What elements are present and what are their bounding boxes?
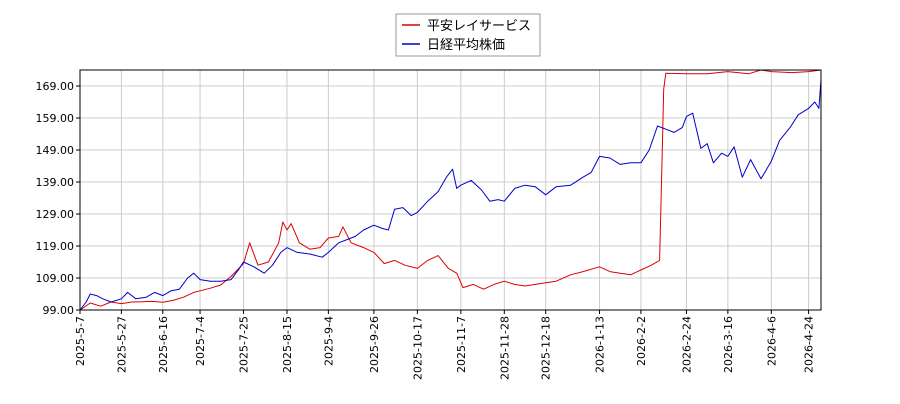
x-tick-label: 2025-6-16 bbox=[157, 316, 170, 373]
legend: 平安レイサービス 日経平均株価 bbox=[395, 13, 541, 57]
x-tick-label: 2026-2-2 bbox=[635, 316, 648, 366]
x-tick-label: 2025-11-7 bbox=[455, 316, 468, 373]
x-tick-label: 2025-7-4 bbox=[194, 316, 207, 366]
x-tick-label: 2025-9-4 bbox=[322, 316, 335, 366]
x-tick-label: 2025-10-17 bbox=[411, 316, 424, 380]
y-tick-label: 139.00 bbox=[36, 176, 75, 189]
x-tick-label: 2025-12-18 bbox=[540, 316, 553, 380]
series-line-0 bbox=[79, 69, 822, 311]
legend-label-series-0: 平安レイサービス bbox=[427, 19, 531, 34]
legend-label-series-1: 日経平均株価 bbox=[427, 38, 505, 53]
x-tick-label: 2025-5-7 bbox=[74, 316, 87, 366]
y-tick-label: 169.00 bbox=[36, 80, 75, 93]
x-tick-label: 2026-3-16 bbox=[722, 316, 735, 373]
series-layer bbox=[79, 69, 822, 311]
y-tick-label: 149.00 bbox=[36, 144, 75, 157]
x-tick-label: 2025-5-27 bbox=[115, 316, 128, 373]
plot-frame bbox=[79, 69, 822, 311]
y-tick-label: 99.00 bbox=[43, 304, 75, 317]
y-tick-label: 129.00 bbox=[36, 208, 75, 221]
y-tick-label: 119.00 bbox=[36, 240, 75, 253]
y-tick-label: 109.00 bbox=[36, 272, 75, 285]
series-line-1 bbox=[79, 79, 822, 311]
x-tick-label: 2026-4-24 bbox=[803, 316, 816, 373]
legend-box bbox=[395, 13, 541, 57]
grid-lines bbox=[79, 70, 821, 311]
x-tick-label: 2025-8-15 bbox=[281, 316, 294, 373]
x-tick-label: 2025-7-25 bbox=[238, 316, 251, 373]
x-axis: 2025-5-7 2025-5-27 2025-6-16 2025-7-4 2025-7… bbox=[74, 310, 816, 380]
x-tick-label: 2025-9-26 bbox=[368, 316, 381, 373]
x-tick-label: 2026-1-13 bbox=[594, 316, 607, 373]
x-tick-label: 2025-11-28 bbox=[498, 316, 511, 380]
y-tick-label: 159.00 bbox=[36, 112, 75, 125]
y-axis: 99.00 109.00 119.00 129.00 139.00 149.00 159.0… bbox=[36, 80, 80, 317]
x-tick-label: 2026-2-24 bbox=[680, 316, 693, 373]
x-tick-label: 2026-4-6 bbox=[765, 316, 778, 366]
